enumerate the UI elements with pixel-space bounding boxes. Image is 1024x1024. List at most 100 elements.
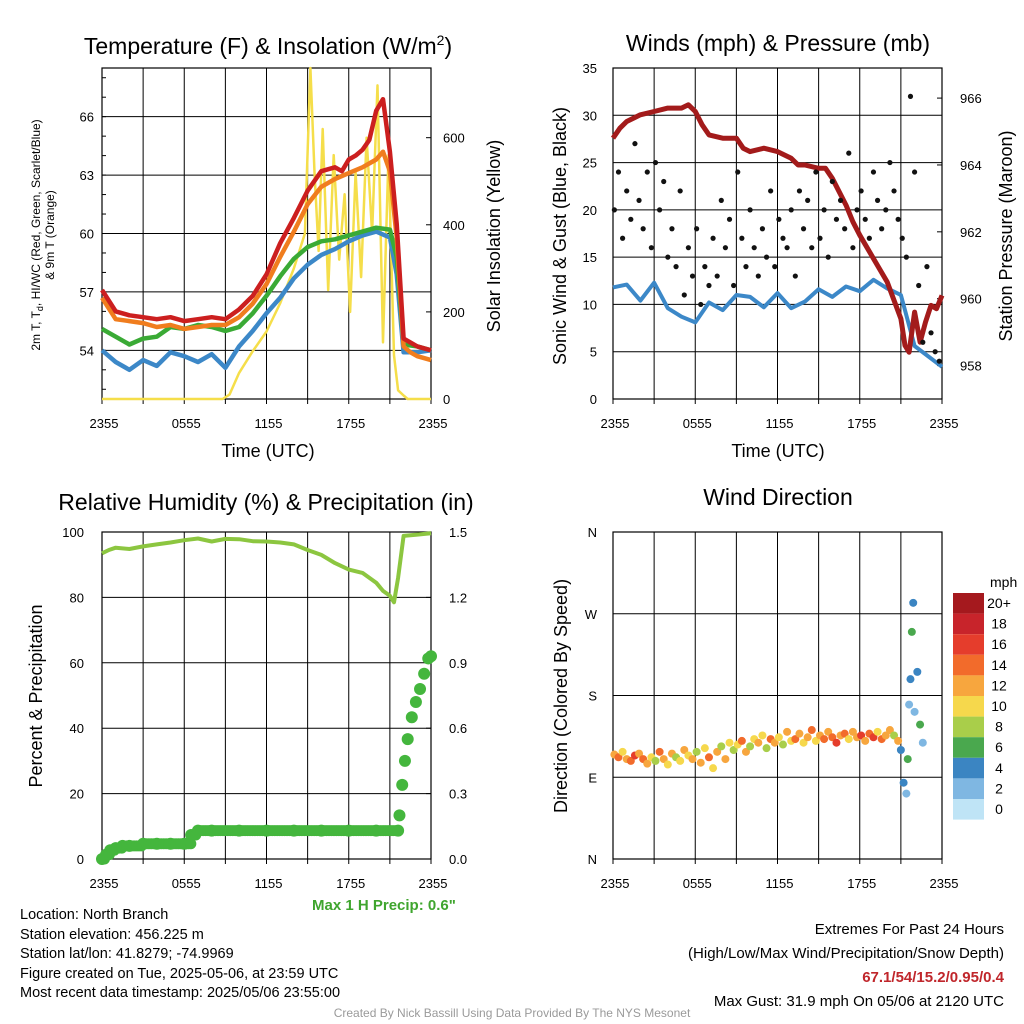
direction-point [913, 667, 922, 676]
precip-point [414, 682, 427, 695]
x-tick-label: 1155 [766, 416, 794, 431]
y-tick-label: 15 [583, 250, 597, 265]
x-tick-label: 0555 [172, 416, 201, 431]
gust-point [628, 216, 634, 222]
gust-point [780, 235, 786, 241]
x-tick-label: 2355 [930, 416, 959, 431]
legend-label: 2 [995, 780, 1003, 796]
legend-label: 0 [995, 801, 1003, 817]
gust-point [710, 235, 716, 241]
legend-swatch [953, 737, 984, 758]
y-tick-label: 80 [70, 590, 84, 605]
gust-point [698, 301, 704, 308]
y-right-tick-label: 600 [443, 131, 465, 146]
credit-line: Created By Nick Bassill Using Data Provi… [333, 1006, 691, 1020]
y-tick-label: 20 [70, 787, 84, 802]
x-tick-label: 1155 [766, 876, 794, 891]
wind-chart-xlabel: Time (UTC) [731, 441, 824, 461]
gust-point [632, 141, 638, 147]
direction-point [778, 740, 787, 749]
gust-point [768, 188, 774, 194]
gust-point [809, 245, 815, 251]
direction-point [811, 736, 820, 745]
gust-point [817, 235, 823, 241]
station-latlon: Station lat/lon: 41.8279; -74.9969 [20, 946, 234, 962]
direction-point [905, 700, 914, 709]
y-right-tick-label: 200 [443, 305, 465, 320]
gust-point [739, 235, 745, 241]
direction-point [692, 747, 701, 756]
gust-point [726, 216, 733, 222]
legend-label: 20+ [987, 595, 1011, 611]
y-right-tick-label: 400 [443, 218, 465, 233]
direction-point [894, 736, 903, 745]
y-tick-label: 30 [583, 108, 597, 123]
direction-point [832, 738, 841, 747]
legend-label: 12 [991, 677, 1007, 693]
gust-point [611, 207, 617, 213]
gust-point [636, 197, 642, 203]
legend-swatch [953, 799, 984, 820]
gust-point [714, 273, 720, 279]
gust-point [751, 245, 757, 251]
legend-swatch [953, 696, 984, 717]
y-tick-label: 54 [80, 343, 94, 358]
dir-chart-title: Wind Direction [703, 484, 853, 510]
gust-point [694, 226, 700, 232]
gust-point [735, 169, 741, 175]
direction-point [881, 731, 890, 740]
y-right-tick-label: 1.5 [449, 525, 467, 540]
x-tick-label: 1755 [336, 876, 365, 891]
direction-point [848, 727, 857, 736]
x-tick-label: 2355 [601, 876, 630, 891]
gust-point [747, 207, 753, 213]
gust-point [624, 188, 630, 194]
temp-chart-ylabel-right: Solar Insolation (Yellow) [484, 140, 504, 332]
direction-point [725, 738, 734, 747]
gust-point [920, 339, 926, 345]
x-tick-label: 2355 [601, 416, 630, 431]
y-tick-label: 0 [77, 852, 84, 867]
direction-point [696, 758, 705, 767]
x-tick-label: 1155 [255, 416, 283, 431]
rh-line [101, 531, 432, 605]
gust-point [788, 207, 794, 213]
y-tick-label: S [588, 689, 597, 704]
gust-point [813, 169, 819, 175]
wind-chart-title: Winds (mph) & Pressure (mb) [626, 30, 930, 56]
gust-point [648, 245, 654, 251]
direction-point [709, 764, 718, 773]
y-tick-label: W [585, 607, 598, 622]
gust-point [657, 207, 663, 213]
gust-point [874, 197, 881, 203]
gust-point [895, 216, 901, 222]
y-tick-label: 66 [80, 110, 94, 125]
legend-label: 4 [995, 760, 1003, 776]
y-tick-label: 0 [590, 392, 597, 407]
max-gust: Max Gust: 31.9 mph On 05/06 at 2120 UTC [713, 993, 1004, 1010]
gust-point [821, 207, 827, 213]
y-right-tick-label: 958 [960, 359, 982, 374]
gust-point [833, 216, 840, 222]
max-precip-label: Max 1 H Precip: 0.6" [312, 897, 456, 914]
direction-point [635, 749, 644, 758]
direction-point [909, 598, 918, 607]
legend-label: 8 [995, 719, 1003, 735]
y-tick-label: E [588, 770, 597, 785]
extremes-subtitle: (High/Low/Max Wind/Precipitation/Snow De… [688, 945, 1004, 962]
direction-point [799, 738, 808, 747]
gust-point [763, 254, 770, 260]
direction-point [807, 726, 816, 735]
y-tick-label: 35 [583, 61, 597, 76]
y-tick-label: 100 [62, 525, 84, 540]
gust-point [825, 254, 831, 260]
extremes-values: 67.1/54/15.2/0.95/0.4 [862, 969, 1004, 986]
y-tick-label: 60 [80, 227, 94, 242]
station-elevation: Station elevation: 456.225 m [20, 926, 204, 943]
gust-point [887, 159, 893, 166]
direction-point [795, 729, 804, 738]
direction-point [618, 747, 627, 756]
y-tick-label: 63 [80, 168, 94, 183]
gust-point [718, 197, 724, 203]
gust-point [936, 358, 942, 364]
